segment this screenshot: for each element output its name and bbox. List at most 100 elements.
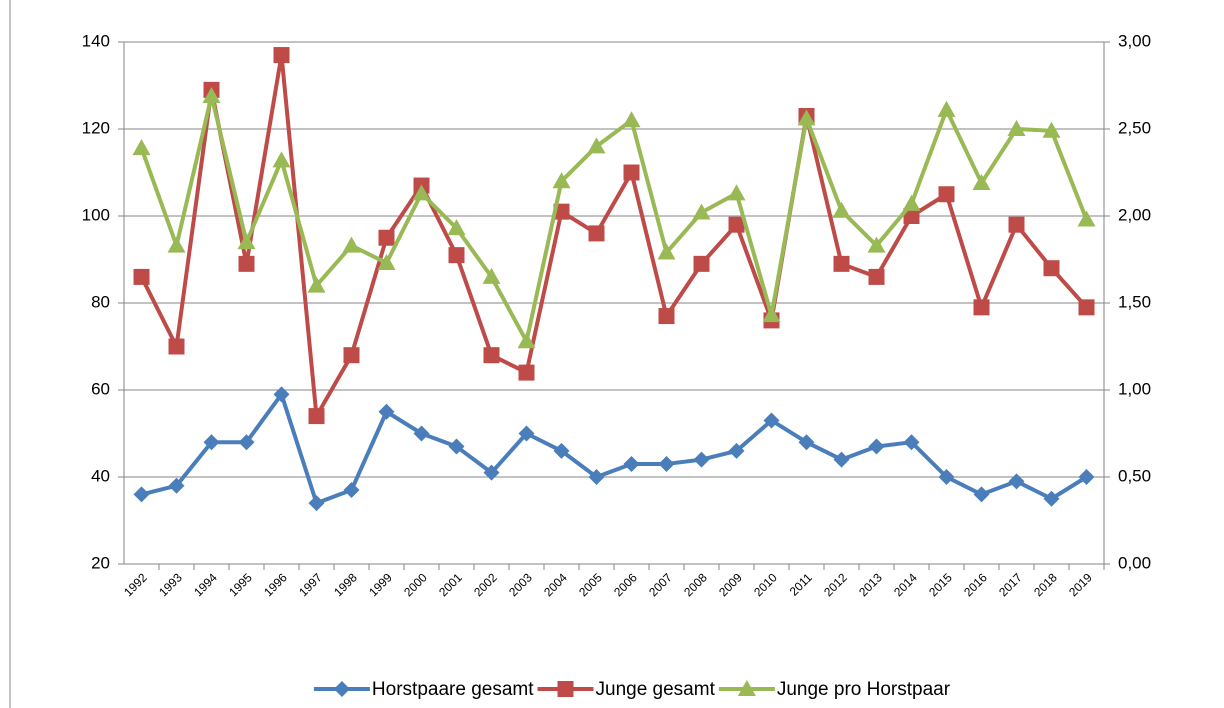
marker	[343, 482, 360, 499]
marker	[167, 236, 186, 253]
marker	[1043, 260, 1060, 277]
x-tick-label: 2000	[401, 570, 430, 599]
marker	[272, 151, 291, 168]
legend: Horstpaare gesamt Junge gesamt Junge pro H…	[313, 679, 951, 700]
marker	[727, 184, 746, 201]
marker	[132, 139, 151, 156]
marker	[308, 408, 325, 425]
marker	[937, 100, 956, 117]
x-tick-label: 1994	[191, 570, 220, 599]
marker	[903, 434, 920, 451]
marker	[1077, 210, 1096, 227]
series-line	[139, 53, 1088, 419]
marker	[483, 464, 500, 481]
marker	[867, 236, 886, 253]
marker	[203, 434, 220, 451]
series-line	[141, 392, 1088, 506]
marker	[1043, 490, 1060, 507]
marker	[333, 681, 350, 697]
x-tick-label: 2006	[611, 570, 640, 599]
marker	[657, 243, 676, 260]
marker	[1007, 120, 1026, 136]
x-tick-label: 2002	[471, 570, 500, 599]
marker	[623, 455, 640, 472]
marker	[763, 412, 780, 429]
marker	[168, 338, 185, 355]
marker	[448, 438, 465, 455]
marker	[238, 255, 255, 272]
marker	[202, 86, 221, 103]
y-tick-label: 40	[91, 466, 110, 485]
legend-item: Junge gesamt	[537, 679, 716, 700]
marker	[553, 442, 570, 459]
x-tick-label: 2017	[996, 570, 1025, 599]
marker	[973, 299, 990, 316]
x-tick-label: 2014	[891, 570, 920, 599]
marker	[1078, 299, 1095, 316]
y2-tick-label: 2,00	[1118, 205, 1151, 224]
x-tick-label: 1997	[296, 570, 325, 599]
marker	[797, 109, 816, 126]
x-tick-label: 2004	[541, 570, 570, 599]
marker	[868, 438, 885, 455]
marker	[833, 451, 850, 468]
chart-border	[9, 0, 11, 708]
marker	[1008, 216, 1025, 233]
series-line	[139, 93, 1089, 344]
marker	[273, 386, 290, 403]
marker	[552, 172, 571, 189]
legend-label: Horstpaare gesamt	[372, 679, 534, 700]
marker	[307, 276, 326, 293]
legend-item: Junge pro Horstpaar	[718, 679, 951, 700]
marker	[832, 201, 851, 218]
marker	[557, 681, 574, 697]
x-tick-label: 1993	[156, 570, 185, 599]
marker	[693, 451, 710, 468]
x-tick-label: 2008	[681, 570, 710, 599]
y-tick-label: 100	[82, 205, 110, 224]
marker	[1042, 121, 1061, 138]
marker	[343, 347, 360, 364]
marker	[658, 308, 675, 325]
x-tick-label: 2007	[646, 570, 675, 599]
y2-tick-label: 1,00	[1118, 379, 1151, 398]
x-tick-label: 1992	[121, 570, 150, 599]
marker	[737, 680, 756, 696]
marker	[237, 233, 256, 250]
x-tick-label: 2001	[436, 570, 465, 599]
x-tick-label: 2003	[506, 570, 535, 599]
x-tick-label: 2009	[716, 570, 745, 599]
y-tick-label: 60	[91, 379, 110, 398]
y-tick-label: 80	[91, 292, 110, 311]
marker	[868, 268, 885, 285]
marker	[342, 236, 361, 253]
marker	[133, 486, 150, 503]
x-tick-label: 2005	[576, 570, 605, 599]
marker	[728, 442, 745, 459]
x-tick-label: 2015	[926, 570, 955, 599]
marker	[623, 164, 640, 181]
y2-tick-label: 1,50	[1118, 292, 1151, 311]
marker	[1078, 469, 1095, 485]
marker	[658, 455, 675, 472]
marker	[588, 225, 605, 242]
marker	[517, 332, 536, 349]
marker	[273, 47, 290, 64]
marker	[378, 403, 395, 420]
marker	[798, 434, 815, 451]
legend-item: Horstpaare gesamt	[313, 679, 534, 700]
x-tick-label: 2019	[1066, 570, 1095, 599]
x-tick-label: 1998	[331, 570, 360, 599]
marker	[693, 255, 710, 272]
marker	[833, 255, 850, 272]
marker	[938, 186, 955, 203]
x-tick-label: 1995	[226, 570, 255, 599]
marker	[377, 253, 396, 270]
marker	[762, 306, 781, 323]
y2-tick-label: 0,50	[1118, 466, 1151, 485]
marker	[903, 208, 920, 224]
y-tick-label: 120	[82, 118, 110, 137]
marker	[378, 229, 395, 246]
marker	[588, 469, 605, 485]
